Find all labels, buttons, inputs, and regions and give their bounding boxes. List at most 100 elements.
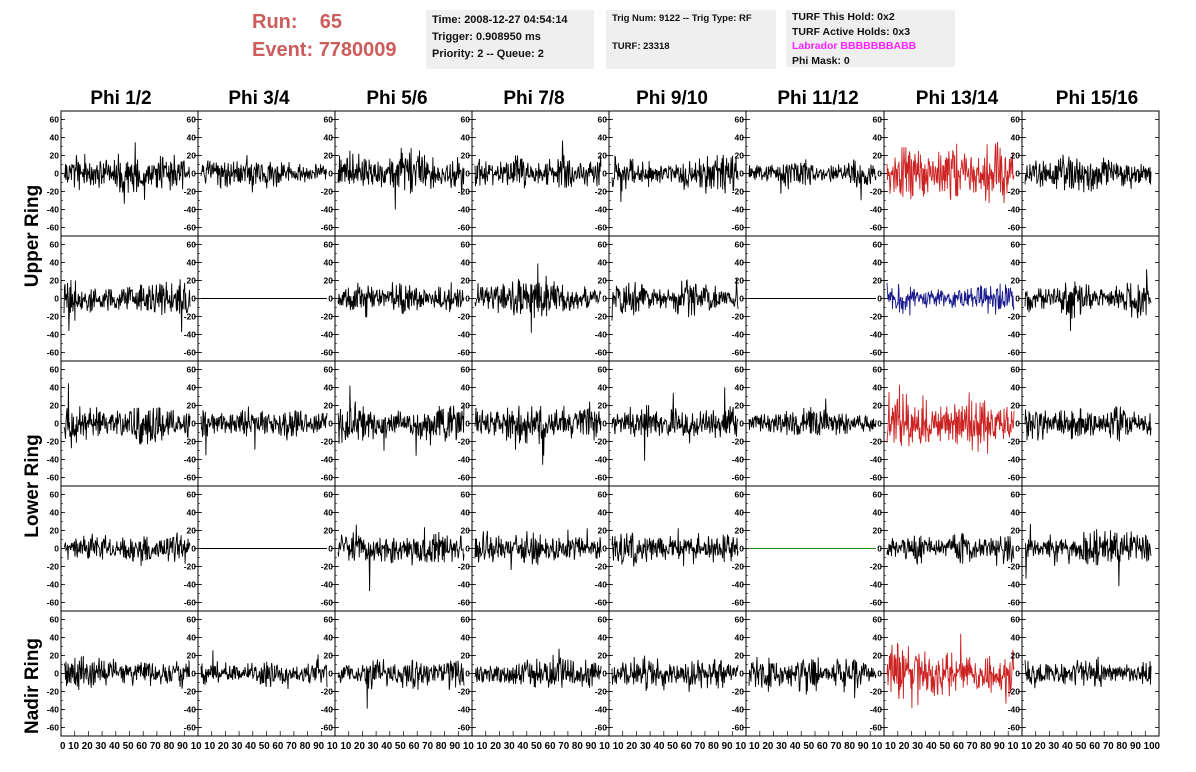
y-tick-label: -60 bbox=[47, 223, 60, 233]
priority-text: Priority: 2 -- Queue: 2 bbox=[432, 48, 544, 60]
waveform-trace bbox=[200, 155, 328, 193]
y-tick-label: -20 bbox=[1008, 562, 1021, 572]
y-tick-label: -60 bbox=[184, 723, 197, 733]
waveform-trace bbox=[200, 406, 328, 456]
waveform-trace bbox=[337, 659, 465, 709]
y-tick-label: 60 bbox=[50, 240, 60, 250]
y-tick-label: -40 bbox=[321, 580, 334, 590]
y-tick-label: 20 bbox=[1011, 151, 1021, 161]
waveform-trace bbox=[474, 263, 602, 333]
y-tick-label: 20 bbox=[187, 651, 197, 661]
y-tick-label: 0 bbox=[191, 169, 196, 179]
y-tick-label: -40 bbox=[47, 455, 60, 465]
y-tick-label: -60 bbox=[321, 723, 334, 733]
y-tick-label: 20 bbox=[461, 151, 471, 161]
y-tick-label: 0 bbox=[1015, 669, 1020, 679]
y-tick-label: -60 bbox=[47, 598, 60, 608]
x-axis-tick-labels: 0 10 20 30 40 50 60 70 80 90 10 10 20 30… bbox=[60, 741, 1160, 752]
y-tick-label: 20 bbox=[598, 276, 608, 286]
turf-info-box: TURF This Hold: 0x2 TURF Active Holds: 0… bbox=[786, 10, 955, 67]
y-tick-label: 60 bbox=[1011, 240, 1021, 250]
y-tick-label: -20 bbox=[184, 687, 197, 697]
y-tick-label: 20 bbox=[1011, 526, 1021, 536]
y-tick-label: 60 bbox=[187, 240, 197, 250]
y-tick-label: -60 bbox=[1008, 723, 1021, 733]
waveform-trace bbox=[1025, 523, 1152, 587]
y-tick-label: 60 bbox=[187, 115, 197, 125]
y-tick-label: 20 bbox=[735, 526, 745, 536]
y-tick-label: 40 bbox=[324, 133, 334, 143]
y-tick-label: 0 bbox=[465, 169, 470, 179]
event-label: Event: bbox=[252, 39, 314, 61]
column-header: Phi 15/16 bbox=[1056, 88, 1138, 109]
y-tick-label: -40 bbox=[321, 205, 334, 215]
y-tick-label: -20 bbox=[595, 437, 608, 447]
waveform-trace bbox=[337, 282, 465, 318]
waveform-trace bbox=[63, 279, 191, 333]
y-tick-label: 20 bbox=[461, 526, 471, 536]
y-tick-label: 60 bbox=[50, 115, 60, 125]
y-tick-label: 40 bbox=[461, 133, 471, 143]
y-tick-label: 60 bbox=[735, 115, 745, 125]
y-tick-label: -40 bbox=[47, 580, 60, 590]
y-tick-label: -40 bbox=[321, 330, 334, 340]
waveform-trace bbox=[63, 383, 191, 449]
y-tick-label: -20 bbox=[595, 312, 608, 322]
waveform-trace bbox=[748, 159, 877, 201]
y-tick-label: -20 bbox=[321, 687, 334, 697]
y-tick-label: 0 bbox=[739, 544, 744, 554]
y-tick-label: 60 bbox=[598, 615, 608, 625]
y-tick-label: 20 bbox=[873, 651, 883, 661]
y-tick-label: 40 bbox=[598, 133, 608, 143]
y-tick-label: 0 bbox=[602, 544, 607, 554]
y-tick-label: 40 bbox=[1011, 258, 1021, 268]
trigger-text: Trigger: 0.908950 ms bbox=[432, 31, 541, 43]
y-tick-label: 60 bbox=[873, 615, 883, 625]
y-tick-label: 20 bbox=[873, 401, 883, 411]
y-tick-label: 0 bbox=[1015, 169, 1020, 179]
y-tick-label: -60 bbox=[184, 598, 197, 608]
y-tick-label: 20 bbox=[735, 401, 745, 411]
y-tick-label: -60 bbox=[47, 473, 60, 483]
y-tick-label: 0 bbox=[1015, 294, 1020, 304]
y-tick-label: 0 bbox=[191, 669, 196, 679]
y-tick-label: -60 bbox=[732, 473, 745, 483]
y-tick-label: 0 bbox=[602, 669, 607, 679]
y-tick-label: -60 bbox=[458, 723, 471, 733]
waveform-trace bbox=[1024, 154, 1152, 193]
y-tick-label: 20 bbox=[324, 276, 334, 286]
y-tick-label: 20 bbox=[50, 526, 60, 536]
y-tick-label: 60 bbox=[187, 490, 197, 500]
y-tick-label: -20 bbox=[732, 562, 745, 572]
y-tick-label: -40 bbox=[1008, 580, 1021, 590]
y-tick-label: -60 bbox=[47, 348, 60, 358]
y-tick-label: 0 bbox=[328, 169, 333, 179]
y-tick-label: 20 bbox=[324, 151, 334, 161]
y-tick-label: -40 bbox=[458, 705, 471, 715]
y-tick-label: 60 bbox=[598, 115, 608, 125]
waveform-trace bbox=[1024, 406, 1152, 442]
y-tick-label: 0 bbox=[328, 294, 333, 304]
y-tick-label: 20 bbox=[598, 151, 608, 161]
y-tick-label: 60 bbox=[735, 240, 745, 250]
waveform-trace bbox=[748, 656, 877, 699]
y-tick-label: -20 bbox=[1008, 437, 1021, 447]
y-tick-label: 60 bbox=[187, 615, 197, 625]
y-tick-label: 40 bbox=[1011, 383, 1021, 393]
time-text: Time: 2008-12-27 04:54:14 bbox=[432, 14, 568, 26]
y-tick-label: -40 bbox=[732, 705, 745, 715]
run-value: 65 bbox=[319, 11, 343, 33]
y-tick-label: 20 bbox=[187, 151, 197, 161]
y-tick-label: 60 bbox=[598, 365, 608, 375]
y-tick-label: -60 bbox=[321, 598, 334, 608]
y-tick-label: -60 bbox=[732, 223, 745, 233]
turf-text: TURF: 23318 bbox=[612, 41, 670, 52]
event-line: Event: 7780009 bbox=[252, 36, 397, 64]
y-tick-label: -40 bbox=[184, 705, 197, 715]
waveform-trace bbox=[886, 141, 1015, 204]
y-tick-label: -60 bbox=[870, 348, 883, 358]
y-tick-label: -40 bbox=[595, 580, 608, 590]
y-tick-label: -40 bbox=[458, 455, 471, 465]
y-tick-label: 60 bbox=[873, 490, 883, 500]
y-tick-label: -60 bbox=[595, 223, 608, 233]
